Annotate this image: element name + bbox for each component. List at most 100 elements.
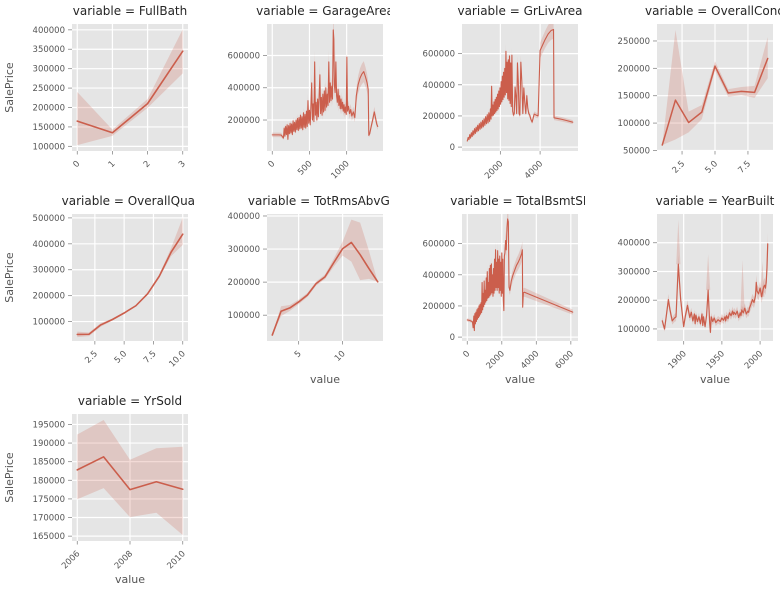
- x-tick-label: 2: [142, 159, 153, 170]
- plot-area: [462, 214, 578, 341]
- y-tick-label: 400000: [33, 240, 65, 250]
- y-tick-label: 600000: [228, 51, 260, 61]
- y-tick-label: 600000: [423, 50, 455, 60]
- facet-title: variable = GrLivArea: [457, 4, 582, 18]
- facet-title: variable = GarageArea: [256, 4, 390, 18]
- y-tick-label: 150000: [618, 92, 650, 102]
- y-tick-label: 170000: [33, 514, 65, 524]
- x-tick-label: 5.0: [113, 349, 130, 366]
- x-axis-label: value: [310, 373, 340, 386]
- y-tick-label: 300000: [33, 65, 65, 75]
- y-tick-label: 250000: [618, 37, 650, 47]
- data-line: [661, 57, 769, 146]
- y-tick-label: 150000: [33, 123, 65, 133]
- y-tick-label: 175000: [33, 495, 65, 505]
- x-tick-label: 4000: [523, 159, 545, 181]
- x-tick-label: 6000: [554, 349, 576, 371]
- data-line: [466, 28, 574, 142]
- x-tick-label: 2000: [743, 349, 765, 371]
- x-tick-label: 0: [461, 349, 472, 360]
- confidence-band: [77, 419, 183, 536]
- y-tick-label: 195000: [33, 420, 65, 430]
- y-tick-label: 200000: [618, 296, 650, 306]
- y-tick-label: 300000: [33, 266, 65, 276]
- y-tick-label: 200000: [33, 292, 65, 302]
- confidence-band: [77, 29, 183, 146]
- y-tick-label: 400000: [33, 26, 65, 36]
- x-tick-label: 1000: [329, 159, 351, 181]
- x-tick-label: 4000: [519, 349, 541, 371]
- x-axis-label: value: [700, 373, 730, 386]
- confidence-band: [467, 214, 573, 332]
- data-line: [76, 50, 184, 134]
- y-tick-label: 300000: [618, 267, 650, 277]
- x-tick-label: 1950: [705, 349, 727, 371]
- x-tick-label: 500: [296, 159, 315, 178]
- x-tick-label: 5: [293, 349, 304, 360]
- x-tick-label: 10: [333, 349, 348, 364]
- y-tick-label: 200000: [423, 302, 455, 312]
- y-tick-label: 100000: [33, 142, 65, 152]
- data-line: [661, 243, 769, 333]
- y-tick-label: 350000: [33, 45, 65, 55]
- y-tick-label: 400000: [618, 239, 650, 249]
- y-tick-label: 100000: [228, 311, 260, 321]
- facet-GrLivArea: 0 200000 400000 600000 2000 4000 variable = Gr…: [423, 4, 583, 181]
- data-line: [466, 218, 574, 332]
- facet-title: variable = OverallCond: [645, 4, 780, 18]
- facet-TotRmsAbvGrd: 100000 200000 300000 400000 5 10 variable = To…: [228, 194, 390, 386]
- x-tick-label: 2000: [483, 159, 505, 181]
- x-tick-label: 0: [266, 159, 277, 170]
- y-tick-label: 100000: [33, 318, 65, 328]
- facet-OverallQual: 100000 200000 300000 400000 500000 2.5 5.0 7.5 1…: [3, 194, 195, 370]
- y-tick-label: 100000: [618, 325, 650, 335]
- y-tick-label: 190000: [33, 439, 65, 449]
- y-tick-label: 165000: [33, 532, 65, 542]
- y-tick-label: 400000: [228, 84, 260, 94]
- data-line: [76, 456, 184, 491]
- facet-title: variable = TotalBsmtSF: [450, 194, 585, 208]
- y-tick-label: 0: [450, 143, 455, 153]
- y-tick-label: 400000: [423, 81, 455, 91]
- facet-title: variable = YrSold: [78, 394, 182, 408]
- x-tick-label: 1: [107, 159, 118, 170]
- x-tick-label: 5.0: [703, 159, 720, 176]
- facet-title: variable = FullBath: [73, 4, 188, 18]
- y-tick-label: 100000: [618, 119, 650, 129]
- x-tick-label: 1900: [666, 349, 688, 371]
- x-tick-label: 0: [71, 159, 82, 170]
- y-axis-label: SalePrice: [3, 62, 16, 113]
- y-tick-label: 200000: [228, 278, 260, 288]
- y-tick-label: 600000: [423, 240, 455, 250]
- y-axis-label: SalePrice: [3, 252, 16, 303]
- y-tick-label: 185000: [33, 458, 65, 468]
- facet-title: variable = YearBuilt: [656, 194, 775, 208]
- facet-OverallCond: 50000 100000 150000 200000 250000 2.5 5.0 7.5 va…: [618, 4, 780, 176]
- data-line: [76, 233, 184, 336]
- facet-title: variable = TotRmsAbvGrd: [248, 194, 390, 208]
- y-tick-label: 300000: [228, 245, 260, 255]
- y-tick-label: 500000: [33, 214, 65, 224]
- y-tick-label: 50000: [623, 146, 650, 156]
- y-tick-label: 200000: [228, 116, 260, 126]
- x-tick-label: 2008: [113, 549, 135, 571]
- x-axis-label: value: [115, 573, 145, 586]
- x-tick-label: 2010: [165, 549, 187, 571]
- y-tick-label: 250000: [33, 84, 65, 94]
- x-tick-label: 10.0: [167, 349, 187, 369]
- facet-YrSold: 165000 170000 175000 180000 185000 190000 1950…: [3, 394, 188, 586]
- facet-GarageArea: 200000 400000 600000 0 500 1000 variable = Gar…: [228, 4, 390, 181]
- x-tick-label: 3: [177, 159, 188, 170]
- facet-TotalBsmtSF: 0 200000 400000 600000 0 2000 4000 6000 variable…: [423, 194, 585, 386]
- x-axis-label: value: [505, 373, 535, 386]
- confidence-band: [662, 30, 768, 145]
- x-tick-label: 2.5: [83, 349, 100, 366]
- plot-area: [72, 214, 188, 341]
- facet-YearBuilt: 100000 200000 300000 400000 1900 1950 2000 vari…: [618, 194, 775, 386]
- facet-title: variable = OverallQual: [62, 194, 195, 208]
- y-tick-label: 200000: [33, 104, 65, 114]
- x-tick-label: 7.5: [142, 349, 159, 366]
- y-tick-label: 200000: [618, 64, 650, 74]
